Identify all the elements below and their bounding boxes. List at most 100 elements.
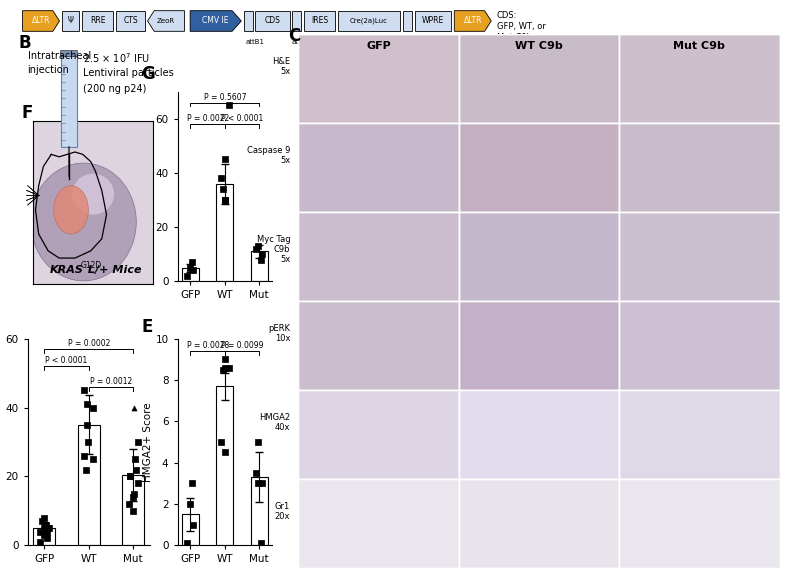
Text: P < 0.0001: P < 0.0001 <box>46 356 88 365</box>
Bar <box>414 11 451 32</box>
Bar <box>256 11 290 32</box>
Point <box>219 155 231 164</box>
Text: RRE: RRE <box>90 17 106 25</box>
Polygon shape <box>23 11 59 32</box>
Point <box>41 534 54 543</box>
Point <box>127 506 140 515</box>
Bar <box>251 477 268 545</box>
Polygon shape <box>190 11 241 32</box>
Bar <box>298 390 458 479</box>
Point <box>128 403 140 412</box>
Point <box>129 465 142 474</box>
Point <box>43 523 56 533</box>
Bar <box>251 251 268 281</box>
Bar <box>458 212 619 301</box>
Bar <box>298 479 458 568</box>
Text: ZeoR: ZeoR <box>157 18 175 24</box>
Bar <box>77 425 100 545</box>
Text: Ψ: Ψ <box>68 17 74 25</box>
Point <box>33 537 46 546</box>
Text: L/+ Mice: L/+ Mice <box>84 265 142 275</box>
Text: E: E <box>141 318 153 336</box>
Text: GFP: GFP <box>366 41 391 51</box>
Text: (200 ng p24): (200 ng p24) <box>83 84 146 95</box>
Point <box>181 538 193 548</box>
Bar <box>181 267 199 281</box>
Point <box>33 527 46 536</box>
Text: HMGA2
40x: HMGA2 40x <box>259 413 290 432</box>
Point <box>186 479 199 488</box>
Point <box>38 513 50 522</box>
Bar <box>122 475 144 545</box>
Point <box>132 437 144 447</box>
Point <box>222 363 235 372</box>
Text: attB2: attB2 <box>291 38 310 45</box>
Point <box>40 527 53 536</box>
Point <box>255 255 267 264</box>
Bar <box>619 301 780 390</box>
Text: Mut C9b: Mut C9b <box>673 41 725 51</box>
Text: P = 0.0012: P = 0.0012 <box>90 377 132 386</box>
Point <box>40 520 53 529</box>
Text: CDS: CDS <box>264 17 280 25</box>
Bar <box>458 390 619 479</box>
Point <box>80 420 93 429</box>
Text: IRES: IRES <box>311 17 328 25</box>
Text: P < 0.0001: P < 0.0001 <box>221 114 264 123</box>
Bar <box>458 301 619 390</box>
Point <box>215 437 228 447</box>
Point <box>219 355 231 364</box>
Point <box>186 520 199 529</box>
Text: KRAS: KRAS <box>50 265 84 275</box>
Bar <box>33 528 55 545</box>
Bar <box>458 123 619 212</box>
Point <box>217 365 230 374</box>
Point <box>219 196 231 205</box>
Text: G12D: G12D <box>80 261 102 270</box>
Text: ΔLTR: ΔLTR <box>463 17 482 25</box>
Bar <box>458 479 619 568</box>
Point <box>77 451 90 460</box>
Text: attB1: attB1 <box>246 38 265 45</box>
Point <box>252 479 264 488</box>
Point <box>81 400 94 409</box>
Text: GFP, WT, or: GFP, WT, or <box>497 22 546 31</box>
Text: Intratracheal: Intratracheal <box>28 51 91 61</box>
Point <box>129 455 141 464</box>
Point <box>37 530 50 540</box>
Point <box>219 363 231 372</box>
Bar <box>619 212 780 301</box>
Point <box>131 479 144 488</box>
Text: Gr1
20x: Gr1 20x <box>275 502 290 521</box>
Point <box>215 174 228 183</box>
Point <box>256 250 268 259</box>
Point <box>123 499 136 509</box>
Bar <box>60 49 77 56</box>
Text: H&E
5x: H&E 5x <box>272 57 290 76</box>
Bar <box>82 11 114 32</box>
Text: CTS: CTS <box>123 17 138 25</box>
Text: ΔLTR: ΔLTR <box>32 17 50 25</box>
Point <box>184 499 196 509</box>
Bar <box>61 56 77 147</box>
Bar <box>293 11 301 32</box>
Point <box>217 185 230 194</box>
Bar <box>619 123 780 212</box>
Text: G: G <box>141 65 155 83</box>
Text: P = 0.0099: P = 0.0099 <box>221 341 264 350</box>
Point <box>39 520 51 529</box>
Text: Mut C9b: Mut C9b <box>497 33 532 42</box>
Text: Cre(2a)Luc: Cre(2a)Luc <box>350 18 388 24</box>
Bar <box>62 11 80 32</box>
Text: F: F <box>21 104 32 122</box>
Bar <box>298 212 458 301</box>
Point <box>255 538 267 548</box>
Y-axis label: HMGA2+ Score: HMGA2+ Score <box>143 402 152 482</box>
Ellipse shape <box>54 186 88 234</box>
Point <box>36 517 48 526</box>
Text: WT C9b: WT C9b <box>515 41 563 51</box>
Point <box>186 266 199 275</box>
Bar <box>403 11 412 32</box>
Text: 2.5 × 10$^7$ IFU: 2.5 × 10$^7$ IFU <box>83 51 150 64</box>
Point <box>78 386 91 395</box>
